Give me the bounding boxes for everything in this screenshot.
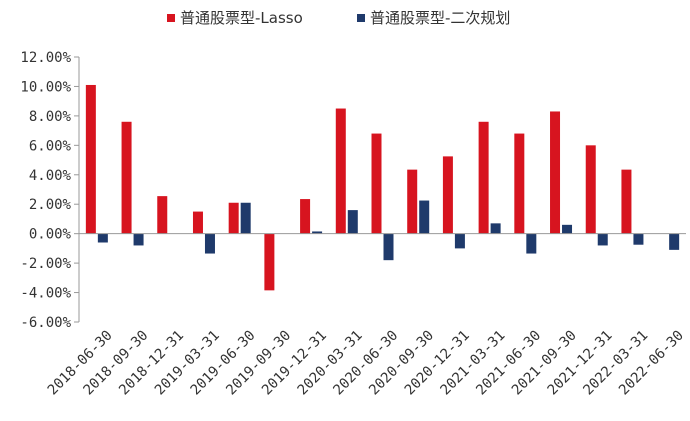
bar-lasso-2021-03-31 bbox=[478, 121, 489, 234]
y-tick-label: -2.00% bbox=[20, 256, 71, 272]
bar-qp-2018-06-30 bbox=[97, 233, 108, 243]
bar-qp-2022-03-31 bbox=[633, 233, 644, 245]
y-tick-label: -4.00% bbox=[20, 286, 71, 302]
bar-qp-2020-12-31 bbox=[454, 233, 465, 249]
y-axis: 12.00% 10.00% 8.00% 6.00% 4.00% 2.00% 0.00% -2.… bbox=[20, 50, 80, 331]
legend-label-lasso: 普通股票型-Lasso bbox=[180, 9, 303, 27]
bar-qp-2021-06-30 bbox=[526, 233, 537, 254]
bar-lasso-2019-09-30 bbox=[264, 233, 275, 291]
bar-lasso-2020-06-30 bbox=[371, 133, 382, 234]
bar-qp-2021-12-31 bbox=[597, 233, 608, 246]
bar-lasso-2018-06-30 bbox=[85, 84, 96, 234]
y-tick-label: 0.00% bbox=[29, 227, 72, 243]
legend-swatch-lasso bbox=[167, 14, 175, 22]
bar-lasso-2020-03-31 bbox=[335, 108, 346, 234]
bar-lasso-2021-12-31 bbox=[585, 145, 596, 234]
bar-qp-2021-09-30 bbox=[562, 224, 573, 234]
bar-lasso-2021-06-30 bbox=[514, 133, 525, 234]
bar-qp-2020-09-30 bbox=[419, 200, 430, 234]
bar-qp-2020-06-30 bbox=[383, 233, 394, 261]
bars bbox=[85, 84, 680, 291]
bar-qp-2020-03-31 bbox=[347, 210, 358, 234]
bar-lasso-2019-06-30 bbox=[228, 202, 239, 234]
bar-qp-2021-03-31 bbox=[490, 223, 501, 234]
bar-qp-2022-06-30 bbox=[669, 233, 680, 250]
legend: 普通股票型-Lasso 普通股票型-二次规划 bbox=[167, 9, 510, 27]
legend-label-qp: 普通股票型-二次规划 bbox=[370, 9, 510, 27]
bar-lasso-2021-09-30 bbox=[550, 111, 561, 234]
y-tick-label: -6.00% bbox=[20, 315, 71, 331]
bar-qp-2018-09-30 bbox=[133, 233, 144, 246]
bar-qp-2019-06-30 bbox=[240, 202, 251, 234]
bar-lasso-2019-12-31 bbox=[300, 199, 311, 234]
y-tick-label: 10.00% bbox=[20, 79, 71, 95]
bar-lasso-2020-12-31 bbox=[442, 156, 453, 234]
y-tick-label: 12.00% bbox=[20, 50, 71, 66]
y-tick-label: 6.00% bbox=[29, 138, 72, 154]
bar-lasso-2018-09-30 bbox=[121, 121, 132, 234]
bar-qp-2019-12-31 bbox=[312, 231, 323, 234]
y-tick-label: 4.00% bbox=[29, 168, 72, 184]
bar-lasso-2020-09-30 bbox=[407, 169, 418, 234]
x-axis: 2018-06-302018-09-302018-12-312019-03-31… bbox=[45, 233, 687, 398]
bar-qp-2019-03-31 bbox=[204, 233, 215, 254]
bar-lasso-2019-03-31 bbox=[192, 211, 203, 234]
bar-lasso-2018-12-31 bbox=[157, 196, 168, 234]
y-tick-label: 2.00% bbox=[29, 197, 72, 213]
legend-swatch-qp bbox=[357, 14, 365, 22]
bar-lasso-2022-03-31 bbox=[621, 169, 632, 234]
y-tick-label: 8.00% bbox=[29, 109, 72, 125]
